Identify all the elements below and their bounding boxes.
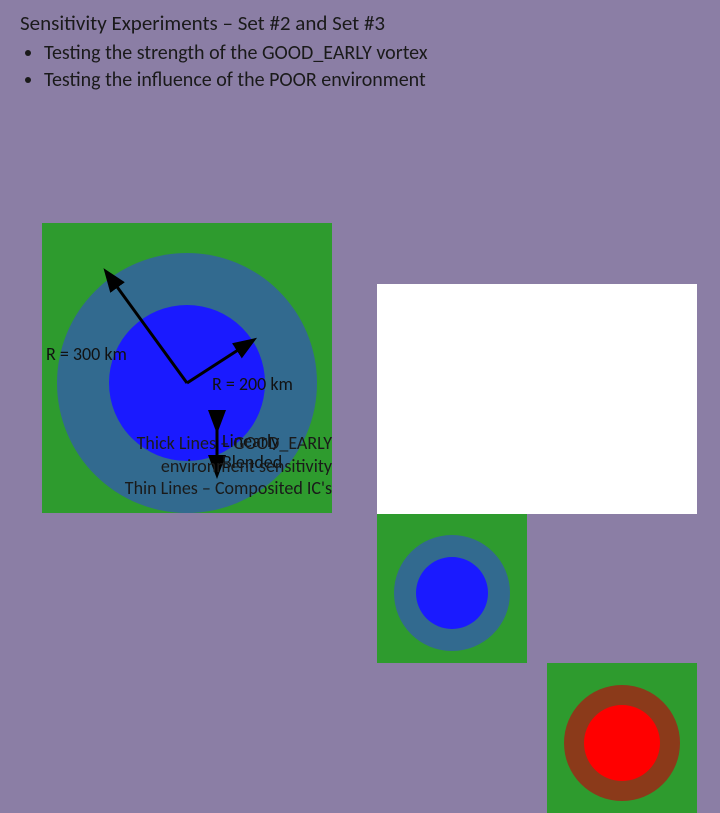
bullet-list: Testing the strength of the GOOD_EARLY v… <box>20 40 700 94</box>
small-diagram-good <box>377 513 527 663</box>
legend-line-2: environment sensitivity <box>32 455 332 478</box>
outer-radius-label: R = 300 km <box>46 343 127 365</box>
bullet-item: Testing the strength of the GOOD_EARLY v… <box>44 40 700 67</box>
small-good-svg <box>377 513 527 663</box>
small-diagram-poor <box>547 663 697 813</box>
inner-radius-label: R = 200 km <box>212 373 293 395</box>
legend-line-3: Thin Lines – Composited IC's <box>32 477 332 500</box>
chart-placeholder-panel <box>377 284 697 514</box>
small-poor-svg <box>547 663 697 813</box>
inner-core-s1 <box>416 557 488 629</box>
inner-core-s2 <box>584 705 660 781</box>
legend-text: Thick Lines – GOOD_EARLY environment sen… <box>32 432 332 500</box>
bullet-item: Testing the influence of the POOR enviro… <box>44 67 700 94</box>
slide-title: Sensitivity Experiments – Set #2 and Set… <box>20 10 700 36</box>
legend-line-1: Thick Lines – GOOD_EARLY <box>32 432 332 455</box>
header: Sensitivity Experiments – Set #2 and Set… <box>0 0 720 102</box>
